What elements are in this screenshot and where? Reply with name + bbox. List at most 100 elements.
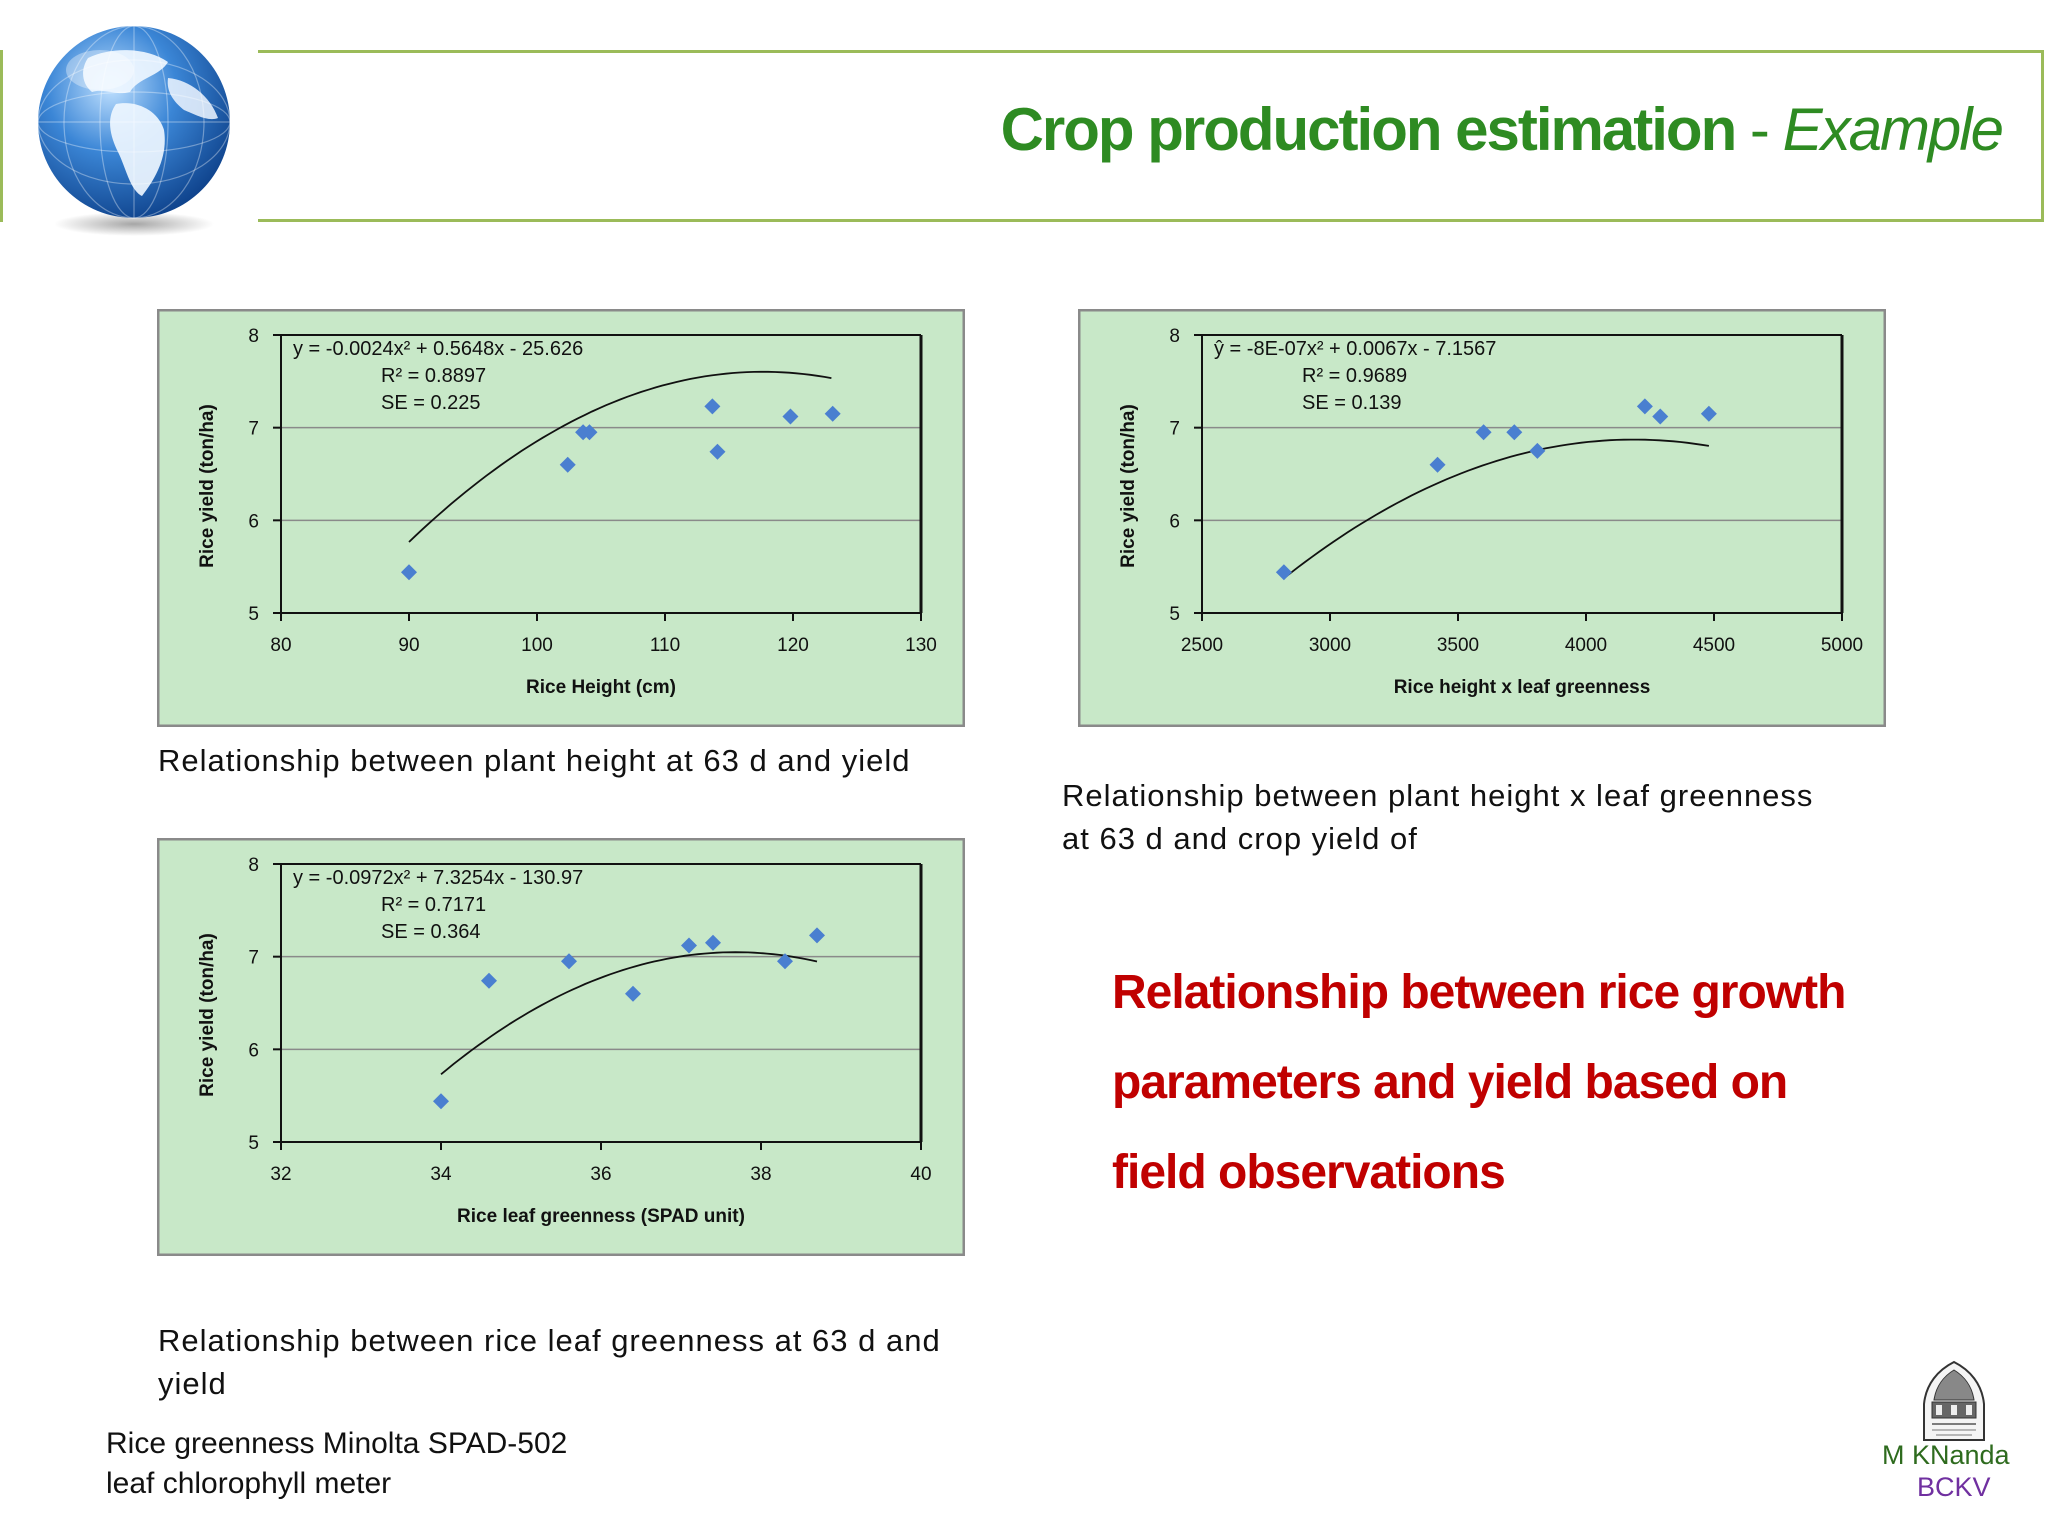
data-point [433, 1093, 449, 1110]
equation-annotation: R² = 0.9689 [1302, 365, 1407, 387]
y-tick-label: 7 [248, 948, 259, 969]
y-tick-label: 5 [248, 604, 259, 625]
trend-line [408, 370, 832, 543]
x-tick-label: 34 [430, 1164, 452, 1185]
plot-area [1202, 335, 1842, 613]
x-axis-title: Rice height x leaf greenness [1394, 677, 1651, 698]
caption-chart-1: Relationship between plant height at 63 … [158, 739, 910, 782]
caption-chart-3-line-2: yield [158, 1366, 227, 1401]
y-axis-title: Rice yield (ton/ha) [1118, 404, 1139, 568]
data-point [709, 443, 726, 460]
data-point [809, 927, 825, 944]
chart-svg: 5 6 7 8 80 90 100 110 120 130 Rice Height (cm) Rice… [157, 309, 965, 727]
equation-annotation: y = -0.0024x² + 0.5648x - 25.626 [293, 338, 583, 360]
equation-annotation: R² = 0.7171 [381, 894, 486, 916]
y-tick-label: 5 [1169, 604, 1180, 625]
x-tick-label: 4500 [1693, 635, 1735, 656]
y-tick-label: 6 [1169, 511, 1180, 532]
y-tick-label: 8 [248, 855, 259, 876]
data-point [704, 398, 721, 415]
x-tick-label: 110 [650, 635, 680, 656]
author-name: M KNanda [1882, 1440, 2010, 1470]
data-point [782, 408, 799, 425]
x-tick-label: 36 [590, 1164, 611, 1185]
data-point [1506, 424, 1523, 441]
data-point [777, 953, 793, 970]
data-point [481, 972, 497, 989]
x-tick-label: 80 [270, 635, 291, 656]
data-point [1700, 405, 1717, 422]
chart-svg: 5 6 7 8 32 34 36 38 40 Rice leaf greenness (SPAD … [157, 838, 965, 1256]
equation-annotation: SE = 0.225 [381, 392, 481, 414]
highlight-line-1: Relationship between rice growth [1112, 966, 1846, 1019]
data-point [1636, 398, 1653, 415]
y-tick-label: 8 [1169, 326, 1180, 347]
y-tick-label: 7 [248, 419, 259, 440]
plot-area [281, 864, 921, 1142]
data-point [705, 934, 721, 951]
data-point [561, 953, 577, 970]
y-tick-label: 6 [248, 511, 259, 532]
highlight-line-2: parameters and yield based on [1112, 1056, 1788, 1109]
slide-title: Crop production estimation - Example [1001, 100, 2004, 160]
chart-greenness-vs-yield: 5 6 7 8 32 34 36 38 40 Rice leaf greenness (SPAD … [157, 838, 965, 1256]
y-axis-title: Rice yield (ton/ha) [197, 404, 218, 568]
y-tick-label: 6 [248, 1040, 259, 1061]
data-point [1475, 424, 1492, 441]
x-axis-title: Rice Height (cm) [526, 677, 676, 698]
data-point [1529, 442, 1546, 459]
y-tick-label: 8 [248, 326, 259, 347]
equation-annotation: R² = 0.8897 [381, 365, 486, 387]
slide-title-separator: - [1735, 96, 1783, 163]
x-axis-title: Rice leaf greenness (SPAD unit) [457, 1206, 745, 1227]
header-left-rule [0, 50, 3, 222]
globe-icon [37, 25, 231, 236]
trend-line [1283, 438, 1710, 579]
equation-annotation: SE = 0.139 [1302, 392, 1402, 414]
plot-area [281, 335, 921, 613]
data-point [559, 456, 576, 473]
data-point [401, 564, 417, 581]
trend-line [440, 951, 818, 1075]
highlight-line-3: field observations [1112, 1146, 1506, 1199]
equation-annotation: SE = 0.364 [381, 921, 481, 943]
university-seal-icon [1923, 1360, 1985, 1441]
footnote-line-1: Rice greenness Minolta SPAD-502 [106, 1427, 568, 1460]
x-tick-label: 32 [270, 1164, 291, 1185]
data-point [824, 405, 841, 422]
chart-height-vs-yield: 5 6 7 8 80 90 100 110 120 130 Rice Height (cm) Rice… [157, 309, 965, 727]
x-tick-label: 100 [521, 635, 553, 656]
caption-chart-2-line-2: at 63 d and crop yield of [1062, 821, 1418, 856]
footnote: Rice greenness Minolta SPAD-502 leaf chl… [106, 1424, 567, 1504]
caption-chart-1-text: Relationship between plant height at 63 … [158, 743, 911, 778]
x-tick-label: 40 [910, 1164, 931, 1185]
chart-height-greenness-vs-yield: 5 6 7 8 2500 3000 3500 4000 4500 5000 Rice height … [1078, 309, 1886, 727]
caption-chart-2-line-1: Relationship between plant height x leaf… [1062, 778, 1814, 813]
x-tick-label: 2500 [1181, 635, 1223, 656]
caption-chart-3-line-1: Relationship between rice leaf greenness… [158, 1323, 941, 1358]
caption-chart-3: Relationship between rice leaf greenness… [158, 1319, 941, 1405]
data-point [1652, 408, 1669, 425]
data-point [1275, 564, 1292, 581]
data-point [581, 424, 598, 441]
footnote-line-2: leaf chlorophyll meter [106, 1467, 392, 1500]
slide-title-main: Crop production estimation [1000, 96, 1738, 163]
x-tick-label: 3000 [1309, 635, 1351, 656]
equation-annotation: y = -0.0972x² + 7.3254x - 130.97 [293, 867, 583, 889]
data-point [1429, 456, 1446, 473]
y-tick-label: 5 [248, 1133, 259, 1154]
x-tick-label: 38 [750, 1164, 771, 1185]
caption-chart-2: Relationship between plant height x leaf… [1062, 774, 1813, 860]
x-tick-label: 130 [905, 635, 937, 656]
data-point [681, 937, 697, 954]
highlight-statement: Relationship between rice growth paramet… [1112, 948, 1912, 1218]
header-frame [258, 50, 2044, 222]
slide-title-sub: Example [1782, 96, 2004, 163]
x-tick-label: 90 [398, 635, 419, 656]
x-tick-label: 120 [777, 635, 809, 656]
equation-annotation: ŷ = -8E-07x² + 0.0067x - 7.1567 [1214, 338, 1496, 360]
y-axis-title: Rice yield (ton/ha) [197, 933, 218, 1097]
institution-name: BCKV [1917, 1472, 1991, 1502]
x-tick-label: 4000 [1565, 635, 1607, 656]
y-tick-label: 7 [1169, 419, 1180, 440]
